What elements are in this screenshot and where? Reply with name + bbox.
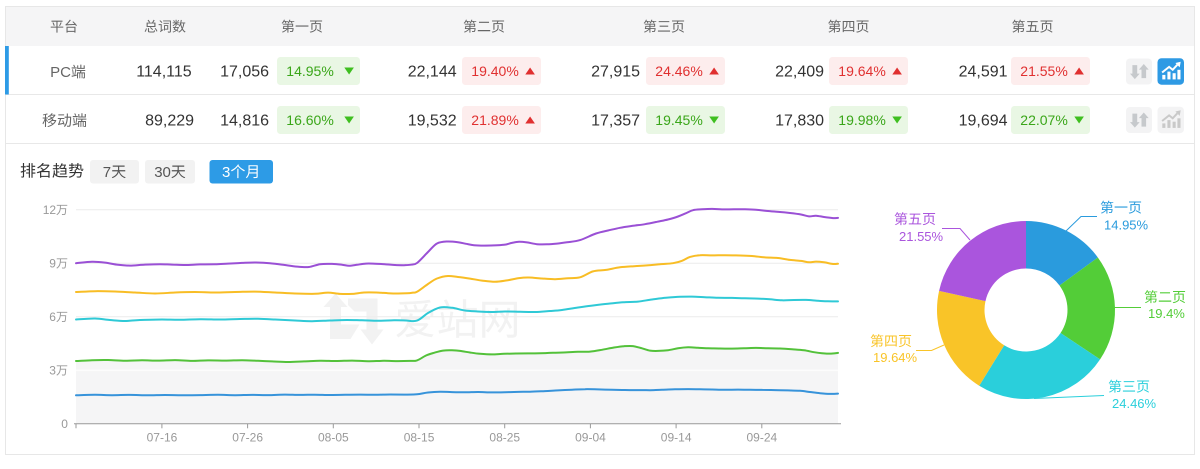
svg-text:22,144: 22,144 xyxy=(408,64,457,81)
svg-text:19.45%: 19.45% xyxy=(655,112,702,128)
svg-text:17,830: 17,830 xyxy=(775,112,824,129)
svg-text:30: 30 xyxy=(154,164,171,181)
svg-text:7: 7 xyxy=(103,164,111,181)
svg-text:9: 9 xyxy=(49,257,56,271)
svg-text:17,056: 17,056 xyxy=(220,64,269,81)
svg-text:89,229: 89,229 xyxy=(145,112,194,129)
svg-text:27,915: 27,915 xyxy=(591,64,640,81)
svg-text:19.64%: 19.64% xyxy=(873,350,918,365)
svg-text:14.95%: 14.95% xyxy=(286,63,333,79)
svg-text:09-14: 09-14 xyxy=(661,431,692,445)
svg-text:21.55%: 21.55% xyxy=(1020,63,1067,79)
svg-text:PC: PC xyxy=(50,64,71,81)
svg-text:17,357: 17,357 xyxy=(591,112,640,129)
svg-text:3: 3 xyxy=(49,364,56,378)
svg-text:19.98%: 19.98% xyxy=(838,112,885,128)
svg-text:14.95%: 14.95% xyxy=(1104,218,1149,233)
svg-text:19.40%: 19.40% xyxy=(471,63,518,79)
svg-text:24.46%: 24.46% xyxy=(655,63,702,79)
svg-text:14,816: 14,816 xyxy=(220,112,269,129)
svg-text:09-04: 09-04 xyxy=(575,431,606,445)
svg-text:3: 3 xyxy=(222,164,230,181)
svg-text:21.89%: 21.89% xyxy=(471,112,518,128)
svg-text:24,591: 24,591 xyxy=(959,64,1008,81)
svg-text:21.55%: 21.55% xyxy=(899,229,944,244)
svg-text:08-25: 08-25 xyxy=(489,431,520,445)
svg-text:22,409: 22,409 xyxy=(775,64,824,81)
svg-text:16.60%: 16.60% xyxy=(286,112,333,128)
svg-text:19,694: 19,694 xyxy=(959,112,1008,129)
svg-text:07-16: 07-16 xyxy=(147,431,178,445)
svg-text:19.4%: 19.4% xyxy=(1148,306,1185,321)
svg-text:12: 12 xyxy=(43,203,57,217)
svg-text:08-15: 08-15 xyxy=(404,431,435,445)
svg-text:07-26: 07-26 xyxy=(232,431,263,445)
svg-text:6: 6 xyxy=(49,310,56,324)
svg-text:24.46%: 24.46% xyxy=(1112,396,1157,411)
svg-text:114,115: 114,115 xyxy=(136,64,192,81)
svg-text:09-24: 09-24 xyxy=(747,431,778,445)
svg-text:08-05: 08-05 xyxy=(318,431,349,445)
svg-text:19,532: 19,532 xyxy=(408,112,457,129)
svg-text:19.64%: 19.64% xyxy=(838,63,885,79)
svg-text:0: 0 xyxy=(61,417,68,431)
svg-text:22.07%: 22.07% xyxy=(1020,112,1067,128)
